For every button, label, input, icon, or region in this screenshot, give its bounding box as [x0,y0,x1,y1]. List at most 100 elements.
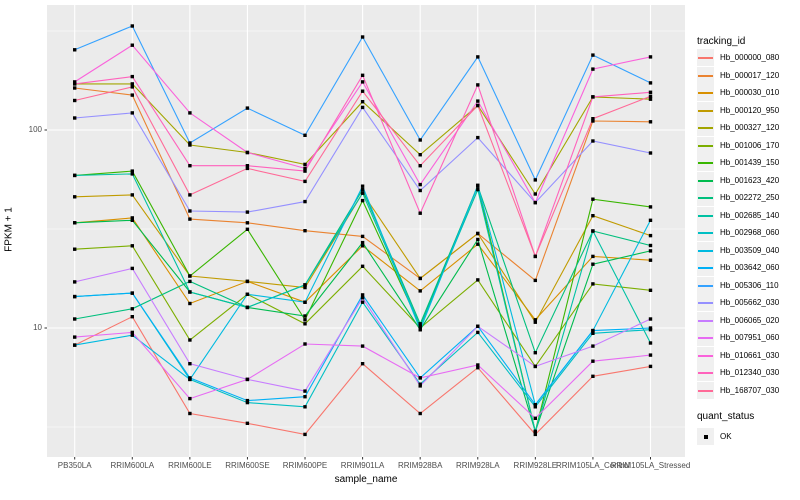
data-point [303,283,307,287]
data-point [418,328,422,332]
legend-label: Hb_012340_030 [720,368,780,377]
data-point [418,384,422,388]
data-point [245,221,250,225]
data-point [533,351,537,355]
legend-label: Hb_000327_120 [720,123,780,132]
legend-key-swatch [697,329,714,346]
data-point [130,266,134,271]
data-point [591,262,595,266]
legend-label: Hb_000000_080 [720,53,780,62]
legend-key-swatch [697,154,714,171]
legend-key-line [698,354,713,357]
data-point [303,318,307,322]
legend-label: Hb_006065_020 [720,315,780,325]
data-point [648,341,653,345]
data-point [648,249,653,253]
y-tick-label: 10 [33,323,42,332]
data-point [418,289,422,293]
data-point [591,53,595,57]
data-point [245,279,250,284]
legend-label: Hb_007951_060 [720,333,780,342]
data-point [591,331,595,335]
x-tick-label-RRIM105LA_Stressed: RRIM105LA_Stressed [610,461,691,470]
legend-key-swatch [697,66,714,84]
legend-label: Hb_005306_110 [720,280,779,290]
y-tick-label: 100 [28,125,42,134]
data-point [360,296,365,300]
data-point [476,183,480,188]
data-point [476,324,480,328]
data-point [360,35,365,39]
data-point [418,182,422,187]
legend-label: Hb_000030_010 [720,88,780,97]
data-point [360,184,365,188]
data-point [648,90,653,94]
legend-label: Hb_002968_060 [720,228,780,237]
data-point [533,200,537,205]
legend-title-quant-status: quant_status [697,411,755,422]
data-point [418,188,422,193]
legend-key-line [698,389,713,392]
data-point [188,290,192,294]
data-point [533,432,537,437]
data-point [245,106,250,110]
legend-label: Hb_002272_250 [720,193,780,202]
data-point [130,82,134,86]
data-point [533,405,537,409]
data-point [360,187,365,192]
data-point [188,111,192,115]
data-point [648,120,653,124]
data-point [245,164,250,168]
data-point [591,67,595,71]
data-point [360,191,365,195]
data-point [591,282,595,286]
legend-key-swatch [697,171,714,189]
data-point [130,74,134,79]
data-point [476,366,480,370]
data-point [188,376,192,380]
data-point [418,411,422,416]
data-point [188,143,192,147]
data-point [245,400,250,405]
data-point [476,242,480,246]
data-point [533,318,537,322]
legend-label: Hb_168707_030 [720,385,780,395]
data-point [188,274,192,278]
data-point [591,197,595,201]
data-point [130,93,134,97]
data-point [591,119,595,123]
data-point [130,330,134,335]
data-point [591,254,595,259]
data-point [130,43,134,47]
legend-key-line [698,127,713,129]
legend-label: Hb_003509_040 [720,245,780,255]
legend-key-swatch [697,364,714,381]
data-point [360,344,365,348]
data-point [533,416,537,420]
x-axis-title: sample_name [334,474,398,485]
data-point [591,139,595,143]
data-point [130,193,134,197]
legend-key-swatch [697,381,714,399]
data-point [533,178,537,182]
legend-key-line [698,197,713,199]
data-point [303,405,307,409]
data-point [303,179,307,184]
data-point [130,85,134,89]
data-point [73,280,77,284]
legend-key-line [698,337,713,339]
data-point [648,218,653,222]
legend-key-line [698,162,713,164]
data-point [360,293,365,297]
data-point [188,217,192,221]
data-point [245,305,250,310]
data-point [476,55,480,59]
data-point [476,231,480,236]
data-point [188,338,192,342]
x-tick-label-RRIM600LA: RRIM600LA [110,461,155,470]
data-point [303,395,307,399]
data-point [360,264,365,268]
data-point [245,398,250,403]
legend-key-line [698,232,713,234]
data-point [303,389,307,393]
